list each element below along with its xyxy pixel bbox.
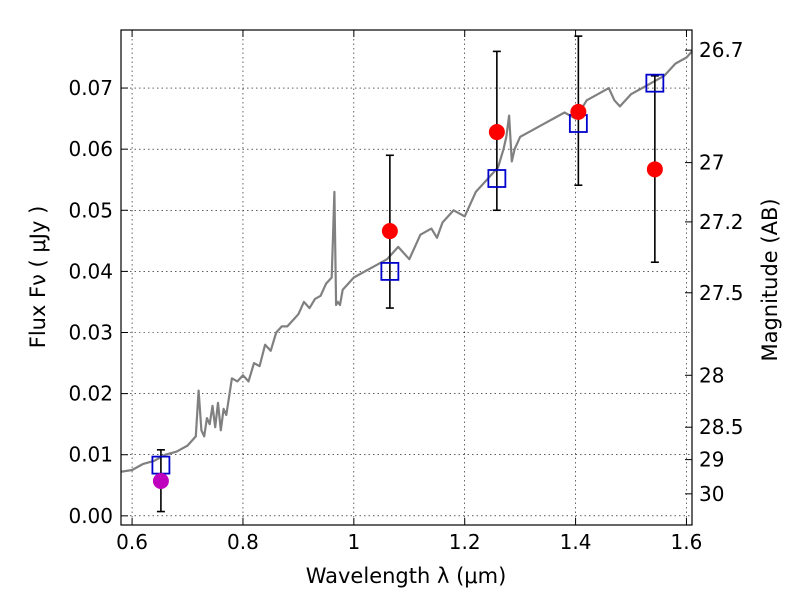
right-tick-label: 28.5 <box>699 415 744 439</box>
x-tick-label: 1 <box>347 530 360 554</box>
spectrum-line <box>121 50 692 473</box>
y-tick-label: 0.03 <box>68 321 113 345</box>
photometry-point <box>381 223 398 240</box>
photometry-point <box>646 161 663 178</box>
right-tick-label: 30 <box>699 482 724 506</box>
y-tick-label: 0.01 <box>68 443 113 467</box>
plot-frame <box>120 29 693 526</box>
right-tick-label: 27.5 <box>699 281 744 305</box>
y-tick-label: 0.07 <box>68 76 113 100</box>
x-tick-label: 1.6 <box>671 530 703 554</box>
x-tick-label: 0.8 <box>227 530 259 554</box>
y-tick-label: 0.00 <box>68 504 113 528</box>
x-tick-label: 1.4 <box>560 530 592 554</box>
right-tick-label: 27.2 <box>699 210 744 234</box>
right-tick-label: 27 <box>699 151 724 175</box>
photometry-point <box>488 124 505 141</box>
right-tick-label: 26.7 <box>699 38 744 62</box>
photometry-point <box>570 103 587 120</box>
x-axis-label: Wavelength λ (μm) <box>306 564 507 588</box>
spectrum-series <box>121 50 692 473</box>
y-tick-label: 0.05 <box>68 198 113 222</box>
y-axis-label: Flux Fν ( μJy ) <box>26 206 50 349</box>
y-axis-right-label: Magnitude (AB) <box>758 198 782 361</box>
grid <box>121 30 692 525</box>
model-square-marker <box>645 73 665 93</box>
x-tick-label: 1.2 <box>449 530 481 554</box>
ticks: 0.6 0.8 1 1.2 1.4 1.6 0.00 0.01 0.02 0.03 0.04 0.05… <box>68 30 744 554</box>
y-tick-label: 0.02 <box>68 382 113 406</box>
y-tick-label: 0.06 <box>68 137 113 161</box>
model-square-marker <box>380 261 400 281</box>
right-tick-label: 28 <box>699 363 724 387</box>
y-tick-label: 0.04 <box>68 259 113 283</box>
photometry-point <box>152 473 169 489</box>
x-tick-label: 0.6 <box>116 530 148 554</box>
right-tick-label: 29 <box>699 448 724 472</box>
model-square-marker <box>487 169 507 188</box>
markers <box>151 73 665 489</box>
plot-area <box>121 35 692 513</box>
